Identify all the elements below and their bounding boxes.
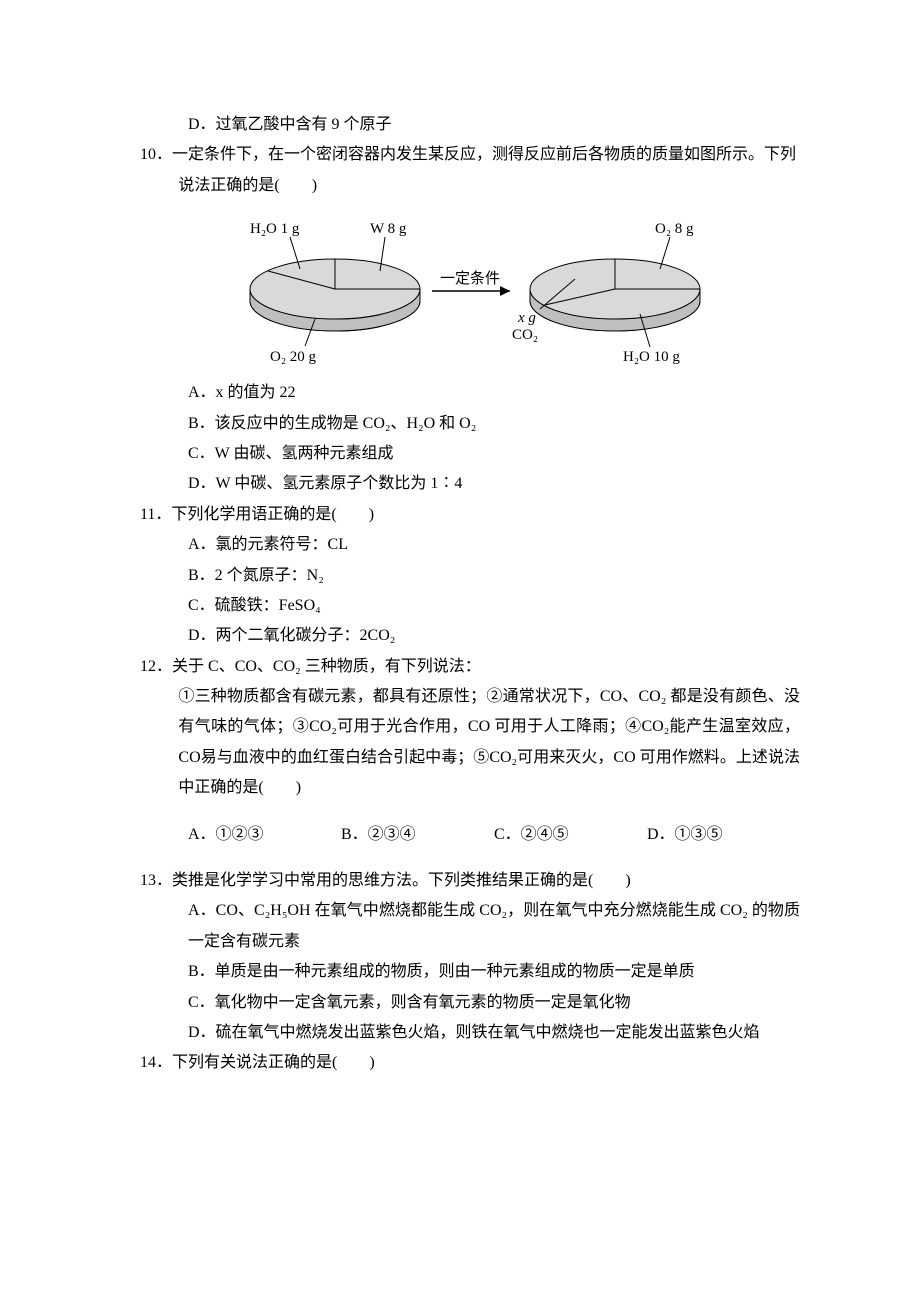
q13-option-a: A．CO、C₂H₅OH 在氧气中燃烧都能生成 CO₂，则在氧气中充分燃烧能生成 …: [140, 896, 800, 957]
q12-number: 12．: [140, 658, 172, 675]
left-w-label: W 8 g: [370, 221, 407, 237]
left-h2o-label: H₂O 1 g: [250, 221, 300, 237]
q12-option-d: D．①③⑤: [647, 820, 800, 850]
left-o2-label: O₂ 20 g: [270, 349, 317, 365]
right-pie: [530, 237, 700, 347]
q10-stem: 10．一定条件下，在一个密闭容器内发生某反应，测得反应前后各物质的质量如图所示。…: [140, 140, 800, 201]
exam-page: D．过氧乙酸中含有 9 个原子 10．一定条件下，在一个密闭容器内发生某反应，测…: [0, 0, 920, 1302]
q13-text: 类推是化学学习中常用的思维方法。下列类推结果正确的是( ): [172, 872, 631, 889]
arrow-label: 一定条件: [440, 270, 500, 287]
reaction-diagram-svg: H₂O 1 g W 8 g O₂ 20 g 一定条件: [220, 209, 720, 374]
q12-option-a: A．①②③: [188, 820, 341, 850]
left-pie: [250, 237, 420, 346]
q10-text: 一定条件下，在一个密闭容器内发生某反应，测得反应前后各物质的质量如图所示。下列说…: [172, 146, 796, 193]
q10-option-c: C．W 由碳、氢两种元素组成: [140, 439, 800, 469]
q13-number: 13．: [140, 872, 172, 889]
q14-number: 14．: [140, 1054, 172, 1071]
q12-text1: 关于 C、CO、CO₂ 三种物质，有下列说法：: [172, 658, 481, 675]
q10-option-b: B．该反应中的生成物是 CO₂、H₂O 和 O₂: [140, 409, 800, 439]
q10-number: 10．: [140, 146, 172, 163]
q13-option-c: C．氧化物中一定含氧元素，则含有氧元素的物质一定是氧化物: [140, 988, 800, 1018]
q13-option-b: B．单质是由一种元素组成的物质，则由一种元素组成的物质一定是单质: [140, 957, 800, 987]
q11-option-b: B．2 个氮原子：N₂: [140, 561, 800, 591]
q11-option-c: C．硫酸铁：FeSO₄: [140, 591, 800, 621]
q11-stem: 11．下列化学用语正确的是( ): [140, 500, 800, 530]
q12-stem2: ①三种物质都含有碳元素，都具有还原性；②通常状况下，CO、CO₂ 都是没有颜色、…: [140, 682, 800, 804]
q12-options: A．①②③ B．②③④ C．②④⑤ D．①③⑤: [140, 820, 800, 850]
q13-stem: 13．类推是化学学习中常用的思维方法。下列类推结果正确的是( ): [140, 866, 800, 896]
q9-option-d: D．过氧乙酸中含有 9 个原子: [140, 110, 800, 140]
q14-text: 下列有关说法正确的是( ): [172, 1054, 375, 1071]
reaction-arrow: [432, 286, 510, 296]
q13-option-d: D．硫在氧气中燃烧发出蓝紫色火焰，则铁在氧气中燃烧也一定能发出蓝紫色火焰: [140, 1018, 800, 1048]
q11-number: 11．: [140, 506, 171, 523]
q10-option-a: A．x 的值为 22: [140, 378, 800, 408]
q11-option-d: D．两个二氧化碳分子：2CO₂: [140, 621, 800, 651]
q14-stem: 14．下列有关说法正确的是( ): [140, 1048, 800, 1078]
q12-stem1: 12．关于 C、CO、CO₂ 三种物质，有下列说法：: [140, 652, 800, 682]
right-co2-label: CO₂: [512, 327, 538, 343]
q11-text: 下列化学用语正确的是( ): [171, 506, 374, 523]
q10-option-d: D．W 中碳、氢元素原子个数比为 1∶4: [140, 469, 800, 499]
q11-option-a: A．氯的元素符号：CL: [140, 530, 800, 560]
q12-option-b: B．②③④: [341, 820, 494, 850]
right-o2-label: O₂ 8 g: [655, 221, 694, 237]
right-h2o-label: H₂O 10 g: [623, 349, 680, 365]
right-xg-label: x g: [517, 310, 536, 326]
q10-diagram: H₂O 1 g W 8 g O₂ 20 g 一定条件: [140, 209, 800, 374]
q12-option-c: C．②④⑤: [494, 820, 647, 850]
